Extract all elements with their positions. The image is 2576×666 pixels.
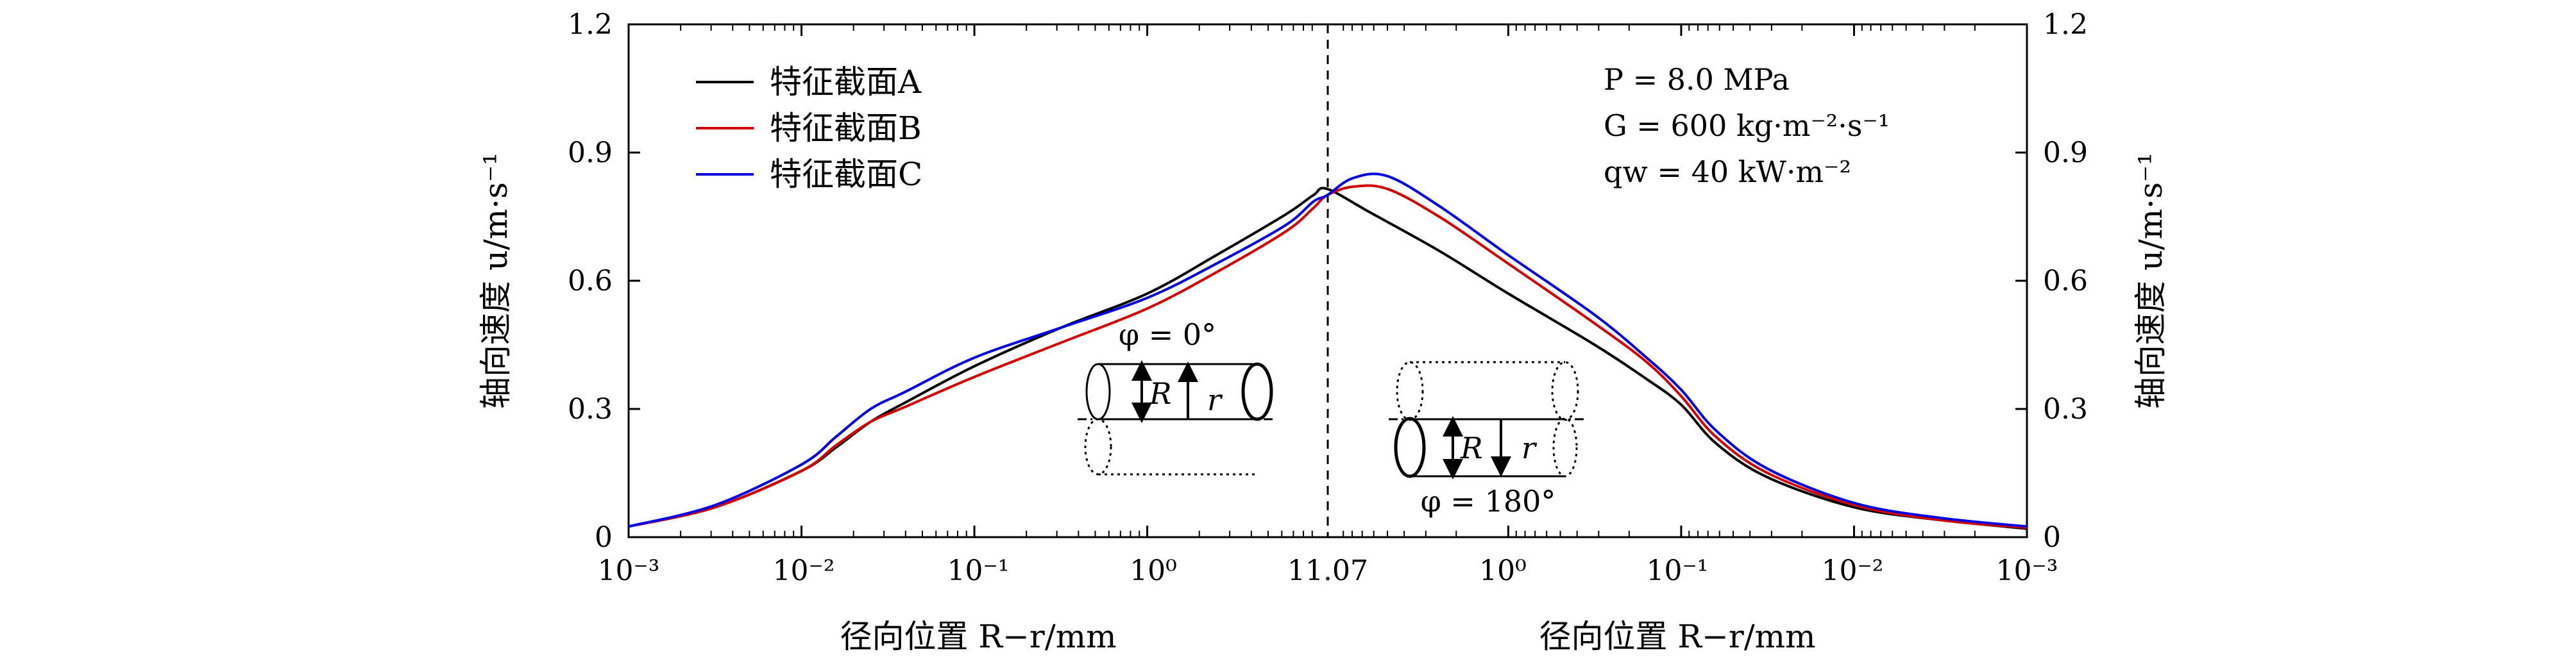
legend-label-a: 特征截面A <box>770 63 922 101</box>
tube-lower-right-end-180 <box>1552 417 1578 478</box>
condition-heat-flux: qw = 40 kW·m⁻² <box>1604 154 1851 189</box>
tube-upper-right-end <box>1241 362 1273 421</box>
tube-upper-outline <box>1098 363 1257 420</box>
left-y-tick-labels: 0 0.3 0.6 0.9 1.2 <box>568 8 613 554</box>
x-tick-label: 10⁻² <box>773 554 835 587</box>
legend-label-b: 特征截面B <box>770 110 922 147</box>
tube-upper-left-end <box>1085 363 1111 420</box>
condition-mass-flux: G = 600 kg·m⁻²·s⁻¹ <box>1604 108 1890 143</box>
legend: 特征截面A 特征截面B 特征截面C <box>696 63 922 193</box>
conditions-annotation: P = 8.0 MPa G = 600 kg·m⁻²·s⁻¹ qw = 40 k… <box>1604 62 1890 189</box>
inset-phi-0: φ = 0° R r <box>1078 317 1276 476</box>
x-tick-label: 10⁰ <box>1479 554 1527 587</box>
x-axis-label-left: 径向位置 R−r/mm <box>840 618 1116 655</box>
left-y-tick-label: 0.3 <box>568 393 613 426</box>
series-line-c <box>628 172 2028 528</box>
x-tick-label: 10⁻² <box>1822 554 1884 587</box>
x-tick-label: 10⁻³ <box>1996 554 2058 587</box>
right-y-tick-label: 0 <box>2043 521 2061 554</box>
left-y-tick-label: 0 <box>595 521 613 554</box>
right-y-tick-label: 1.2 <box>2043 8 2088 41</box>
left-y-tick-label: 0.9 <box>568 137 613 169</box>
condition-pressure: P = 8.0 MPa <box>1604 62 1790 97</box>
tube-lower-left-end <box>1084 418 1112 476</box>
tube-upper-outline-180 <box>1410 361 1565 420</box>
right-y-tick-labels: 0 0.3 0.6 0.9 1.2 <box>2043 8 2088 554</box>
x-tick-label: 10⁻³ <box>598 554 660 587</box>
inset-angle-label-180: φ = 180° <box>1421 484 1556 519</box>
tube-upper-right-end-180 <box>1551 361 1579 421</box>
inset-R-label-180: R <box>1460 431 1483 465</box>
x-tick-labels: 10⁻³ 10⁻² 10⁻¹ 10⁰ 11.07 10⁰ 10⁻¹ 10⁻² 1… <box>598 554 2058 587</box>
inset-phi-180: R r φ = 180° <box>1389 361 1588 519</box>
tube-lower-left-end-180 <box>1394 417 1426 478</box>
x-axis-label-right: 径向位置 R−r/mm <box>1539 618 1815 655</box>
legend-label-c: 特征截面C <box>770 156 922 193</box>
inset-R-label-0: R <box>1149 376 1172 411</box>
tube-upper-left-end-180 <box>1396 361 1424 421</box>
right-y-tick-label: 0.3 <box>2043 393 2088 426</box>
inset-r-label-0: r <box>1207 383 1223 417</box>
left-y-tick-label: 0.6 <box>568 265 613 297</box>
inset-angle-label-0: φ = 0° <box>1119 317 1216 352</box>
right-y-tick-label: 0.9 <box>2043 137 2088 169</box>
right-y-tick-label: 0.6 <box>2043 265 2088 297</box>
inset-r-label-180: r <box>1521 431 1538 465</box>
x-tick-label: 11.07 <box>1287 554 1368 587</box>
tube-lower-outline <box>1098 418 1257 476</box>
x-tick-label: 10⁻¹ <box>1647 554 1709 587</box>
tube-lower-outline-180 <box>1410 418 1565 478</box>
y-axis-label-left: 轴向速度 u/m·s⁻¹ <box>477 153 514 409</box>
x-tick-label: 10⁰ <box>1130 554 1177 587</box>
axis-ticks <box>627 23 2028 538</box>
data-series <box>628 172 2028 530</box>
x-tick-label: 10⁻¹ <box>947 554 1010 587</box>
left-y-tick-label: 1.2 <box>568 8 613 41</box>
y-axis-label-right: 轴向速度 u/m·s⁻¹ <box>2132 153 2169 409</box>
